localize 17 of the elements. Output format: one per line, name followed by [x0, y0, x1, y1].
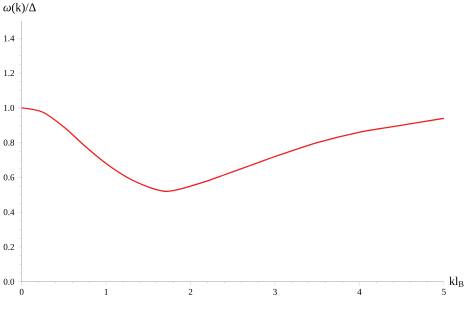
y-tick-label: 0.6 — [4, 174, 14, 180]
y-axis-title: ω(k)/Δ — [3, 2, 36, 14]
x-tick-label: 2 — [188, 288, 192, 295]
x-tick-label: 3 — [273, 288, 277, 295]
y-tick-label: 0.8 — [4, 140, 14, 146]
x-tick-label: 5 — [442, 288, 446, 295]
x-tick-label: 1 — [104, 288, 108, 295]
y-tick-label: 0.2 — [4, 244, 14, 250]
x-tick-label: 4 — [357, 288, 362, 295]
y-tick-label: 1.0 — [4, 104, 14, 111]
x-tick-label: 0 — [20, 288, 24, 295]
y-tick-label: 1.2 — [4, 70, 14, 76]
y-tick-label: 0.0 — [4, 278, 14, 285]
line-series — [21, 107, 445, 192]
x-axis-title: kl$_{B}$ — [449, 276, 464, 287]
y-tick-label: 0.4 — [4, 209, 14, 216]
y-tick-label: 1.4 — [4, 35, 14, 42]
